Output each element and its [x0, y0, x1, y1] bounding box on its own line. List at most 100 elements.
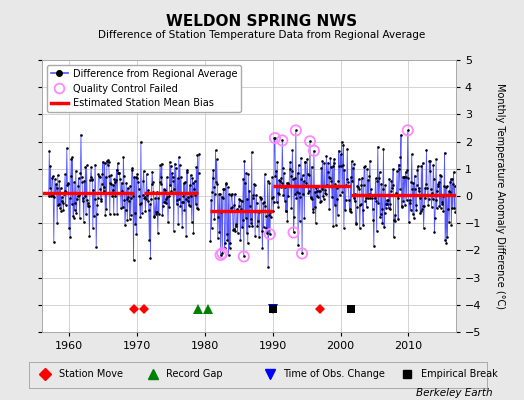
Point	[173, 197, 181, 203]
Point	[304, 188, 313, 194]
Point	[371, 194, 379, 201]
Point	[404, 175, 412, 181]
Point	[137, 200, 146, 206]
Point	[417, 208, 425, 214]
Point	[270, 135, 279, 142]
Point	[62, 145, 71, 152]
Point	[324, 174, 333, 180]
Point	[180, 180, 188, 186]
Point	[294, 242, 302, 248]
Point	[296, 193, 304, 200]
Point	[178, 199, 186, 206]
Point	[275, 177, 283, 184]
Point	[88, 177, 96, 183]
Point	[192, 163, 201, 170]
Point	[257, 196, 266, 202]
Point	[253, 223, 261, 230]
Point	[289, 229, 298, 236]
Point	[261, 203, 269, 209]
Point	[370, 191, 379, 198]
Point	[392, 191, 401, 197]
Point	[351, 191, 359, 198]
Point	[430, 229, 439, 236]
Point	[385, 204, 393, 211]
Point	[153, 209, 161, 215]
Point	[145, 207, 153, 214]
Point	[195, 151, 203, 157]
Point	[214, 235, 222, 241]
Point	[428, 190, 436, 196]
Point	[450, 169, 458, 175]
Point	[209, 174, 217, 181]
Point	[141, 208, 150, 214]
Point	[296, 218, 304, 224]
Point	[53, 172, 62, 178]
Point	[104, 159, 113, 165]
Point	[419, 225, 428, 231]
Point	[194, 206, 202, 212]
Point	[306, 138, 314, 144]
Point	[411, 202, 420, 208]
Point	[336, 192, 344, 198]
Point	[418, 160, 427, 166]
Point	[388, 185, 396, 191]
Point	[274, 189, 282, 196]
Point	[319, 192, 327, 199]
Point	[138, 210, 146, 216]
Point	[103, 161, 112, 168]
Point	[59, 200, 67, 206]
Point	[381, 182, 389, 189]
Point	[107, 180, 116, 187]
Point	[217, 194, 226, 200]
Point	[81, 164, 90, 170]
Point	[307, 195, 315, 201]
Point	[237, 197, 246, 204]
Point	[50, 238, 58, 245]
Point	[377, 181, 386, 187]
Point	[294, 162, 303, 168]
Point	[227, 191, 236, 198]
Point	[91, 162, 99, 168]
Point	[442, 184, 450, 190]
Point	[378, 206, 386, 212]
Point	[79, 198, 87, 204]
Point	[346, 208, 354, 215]
Point	[80, 218, 88, 225]
Point	[144, 186, 152, 193]
Point	[281, 183, 289, 190]
Point	[136, 201, 144, 207]
Point	[101, 212, 110, 219]
Point	[224, 252, 233, 258]
Point	[140, 195, 148, 202]
Point	[325, 206, 333, 212]
Point	[114, 169, 123, 176]
Point	[110, 176, 118, 183]
Point	[232, 223, 240, 230]
Point	[271, 173, 280, 179]
Point	[352, 221, 360, 227]
Point	[189, 230, 198, 237]
Point	[231, 228, 239, 234]
Point	[123, 217, 132, 223]
Point	[45, 148, 53, 154]
Point	[297, 176, 305, 183]
Text: Station Move: Station Move	[59, 370, 123, 380]
Point	[381, 204, 390, 211]
Point	[331, 202, 339, 208]
Point	[228, 204, 237, 210]
Point	[164, 218, 172, 225]
Point	[78, 179, 86, 185]
Point	[106, 211, 114, 217]
Point	[158, 160, 166, 167]
Point	[373, 178, 381, 184]
Point	[210, 184, 218, 190]
Point	[266, 231, 274, 238]
Point	[431, 197, 440, 203]
Point	[402, 174, 410, 180]
Point	[330, 155, 339, 162]
Point	[173, 175, 182, 182]
Point	[309, 206, 317, 212]
Point	[151, 209, 160, 215]
Point	[77, 132, 85, 138]
Point	[166, 159, 174, 165]
